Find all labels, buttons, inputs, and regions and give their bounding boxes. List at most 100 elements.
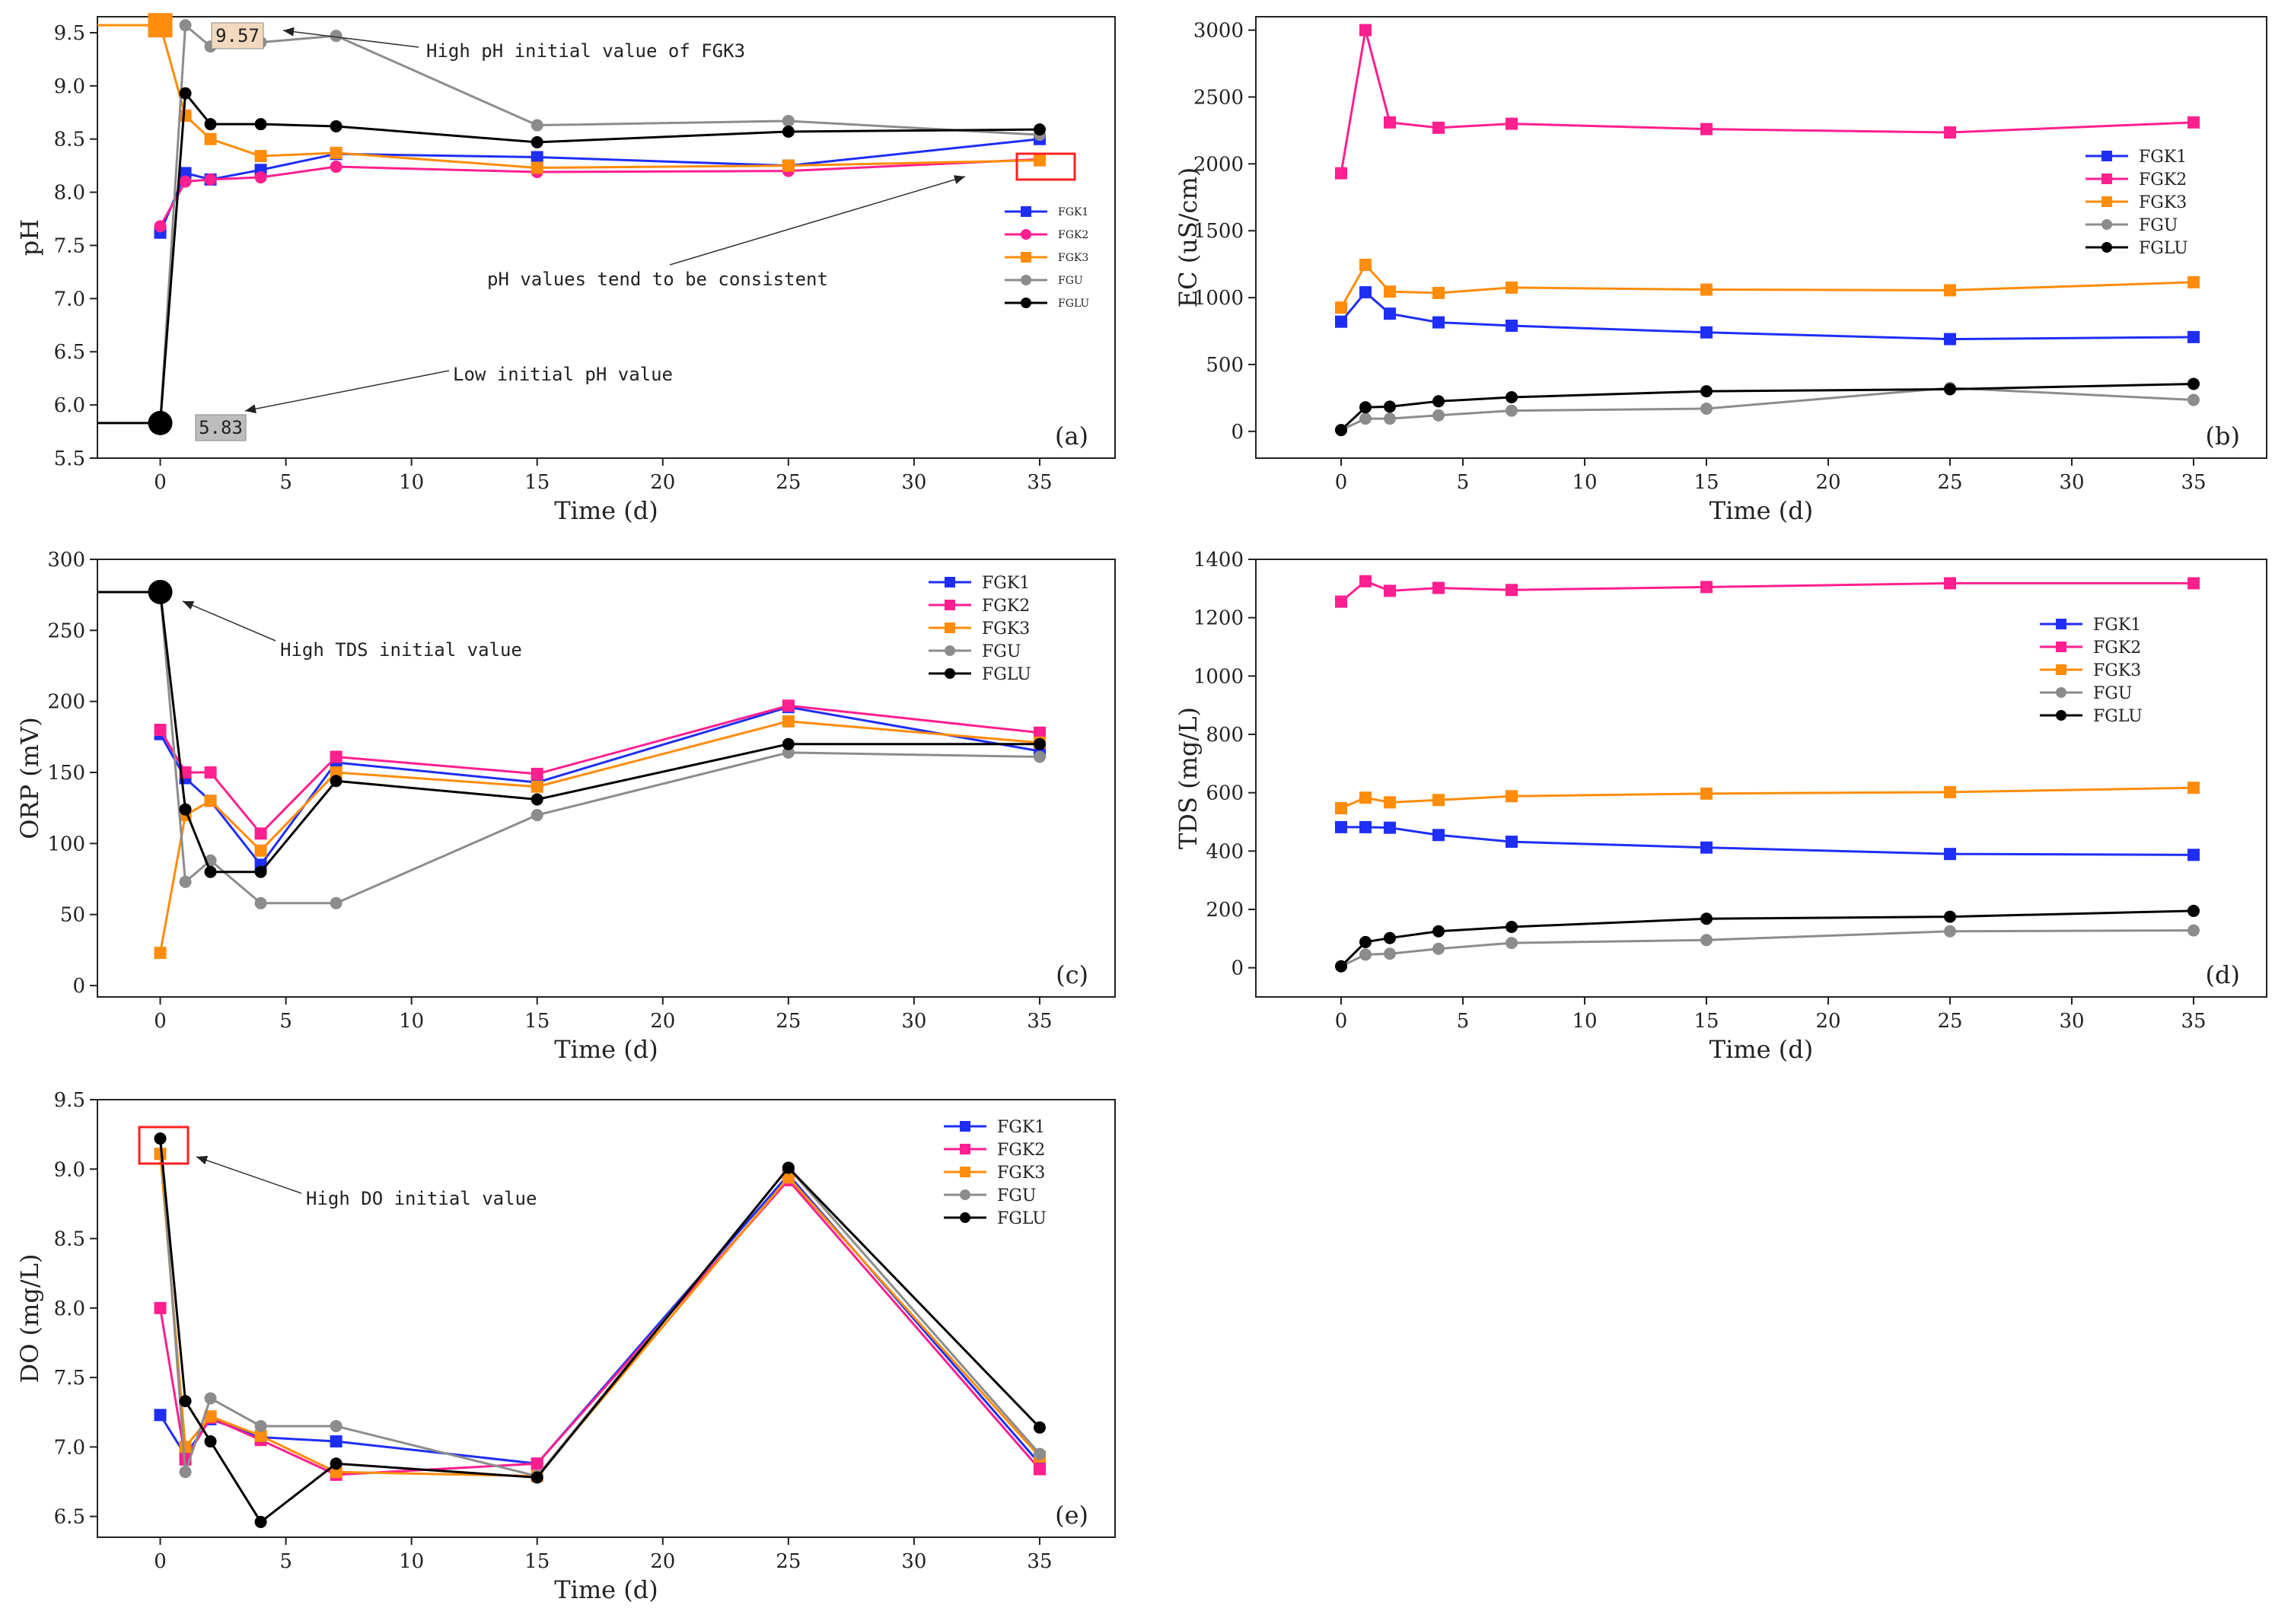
x-tick-label: 35 (1027, 471, 1052, 494)
series-line (1340, 786, 2194, 810)
data-point (1335, 424, 1347, 437)
data-point (179, 19, 192, 32)
data-point (204, 1435, 217, 1448)
arrow-head (196, 1155, 209, 1165)
x-tick-label: 5 (1457, 471, 1470, 494)
series-line (159, 138, 1040, 234)
y-tick-label: 6.5 (54, 1506, 85, 1529)
data-point (330, 119, 343, 132)
series-fgk1 (1335, 820, 2200, 861)
data-point (1700, 402, 1713, 415)
data-point (1944, 126, 1956, 139)
x-tick-label: 20 (650, 1010, 675, 1033)
data-point (531, 161, 543, 174)
data-point (204, 865, 217, 878)
data-point (154, 1132, 167, 1145)
series-fgk3 (154, 1148, 1046, 1482)
legend-marker (2101, 151, 2112, 161)
panel-a: 0 5 10 15 20 25 30 35 5.5 6.0 6.5 7.0 7.5 8.0 8.5 9.0 9.… (15, 13, 1116, 525)
y-tick-label: 9.0 (54, 75, 85, 98)
x-tick-label: 0 (1335, 1010, 1348, 1033)
data-point (1506, 117, 1518, 130)
legend-marker (1021, 229, 1031, 240)
data-point (179, 803, 192, 816)
x-tick-label: 30 (901, 1010, 926, 1033)
data-point (254, 827, 267, 840)
data-point (1384, 285, 1396, 298)
series-line (159, 1154, 1041, 1478)
y-tick-label: 500 (1206, 354, 1244, 377)
legend-label: FGLU (2093, 707, 2143, 726)
data-point (1944, 383, 1956, 396)
data-point (531, 780, 543, 793)
data-point (1432, 942, 1445, 955)
legend-label: FGLU (1058, 298, 1089, 310)
x-axis-title: Time (d) (554, 496, 658, 525)
series-fglu (1335, 377, 2200, 437)
y-axis-title: pH (15, 219, 44, 256)
legend: FGK1 FGK2 FGK3 FGU FGLU (2085, 148, 2188, 258)
legend-marker (945, 668, 955, 679)
series-fgk2 (1335, 24, 2200, 180)
legend-label: FGLU (997, 1209, 1047, 1228)
data-point (179, 175, 192, 188)
data-point (154, 1148, 167, 1161)
data-point (204, 132, 217, 145)
legend-marker (2056, 687, 2066, 698)
data-point (1432, 286, 1445, 299)
y-tick-label: 1500 (1193, 220, 1244, 243)
legend-marker (960, 1212, 970, 1223)
series-fglu (1335, 904, 2200, 973)
x-tick-label: 0 (154, 471, 167, 494)
y-tick-label: 8.5 (54, 129, 85, 151)
data-point (1335, 301, 1347, 314)
y-tick-label: 6.0 (54, 394, 85, 417)
data-point (1432, 409, 1445, 422)
y-tick-label: 1000 (1193, 665, 1244, 688)
x-tick-label: 35 (1027, 1010, 1052, 1033)
annotation-text: High pH initial value of FGK3 (426, 40, 745, 62)
y-tick-label: 9.5 (54, 22, 85, 45)
data-point (1506, 937, 1518, 950)
data-point (1700, 123, 1713, 135)
x-tick-label: 25 (776, 1550, 801, 1573)
legend-label: FGK1 (1058, 206, 1088, 218)
data-point (1506, 921, 1518, 933)
data-point (782, 159, 795, 172)
series-fgk3 (1335, 782, 2200, 814)
x-tick-label: 30 (2059, 471, 2084, 494)
series-fgk2 (1335, 575, 2200, 608)
legend-marker (1021, 206, 1031, 217)
legend-label: FGK3 (2093, 661, 2141, 680)
x-tick-label: 20 (650, 471, 675, 494)
data-point (782, 715, 795, 728)
legend-marker (1021, 252, 1031, 263)
data-point (2187, 116, 2200, 129)
legend-marker (2101, 219, 2112, 230)
x-tick-label: 10 (1572, 471, 1597, 494)
highlight-box (1015, 152, 1076, 181)
x-tick-label: 15 (1694, 471, 1719, 494)
annotation-text: pH values tend to be consistent (487, 269, 828, 290)
legend-label: FGK1 (2093, 616, 2141, 635)
x-tick-label: 10 (399, 471, 424, 494)
plot-frame (97, 559, 1116, 998)
callout-value: 5.83 (199, 417, 243, 438)
x-tick-label: 30 (901, 471, 926, 494)
data-point (1033, 726, 1046, 739)
panel-label: (b) (2206, 422, 2240, 451)
legend-label: FGU (997, 1186, 1036, 1205)
data-point (782, 1161, 795, 1174)
data-point (1033, 1463, 1046, 1476)
x-tick-label: 5 (279, 1550, 292, 1573)
y-tick-label: 2000 (1193, 153, 1244, 176)
y-tick-label: 250 (47, 619, 85, 642)
data-point (782, 114, 795, 127)
data-point (1506, 281, 1518, 294)
legend: FGK1 FGK2 FGK3 FGU FGLU (944, 1118, 1047, 1228)
data-point (1506, 584, 1518, 597)
data-point (1384, 400, 1396, 413)
data-point (1700, 912, 1713, 925)
legend-marker (960, 1144, 970, 1154)
y-tick-label: 8.5 (54, 1228, 85, 1251)
